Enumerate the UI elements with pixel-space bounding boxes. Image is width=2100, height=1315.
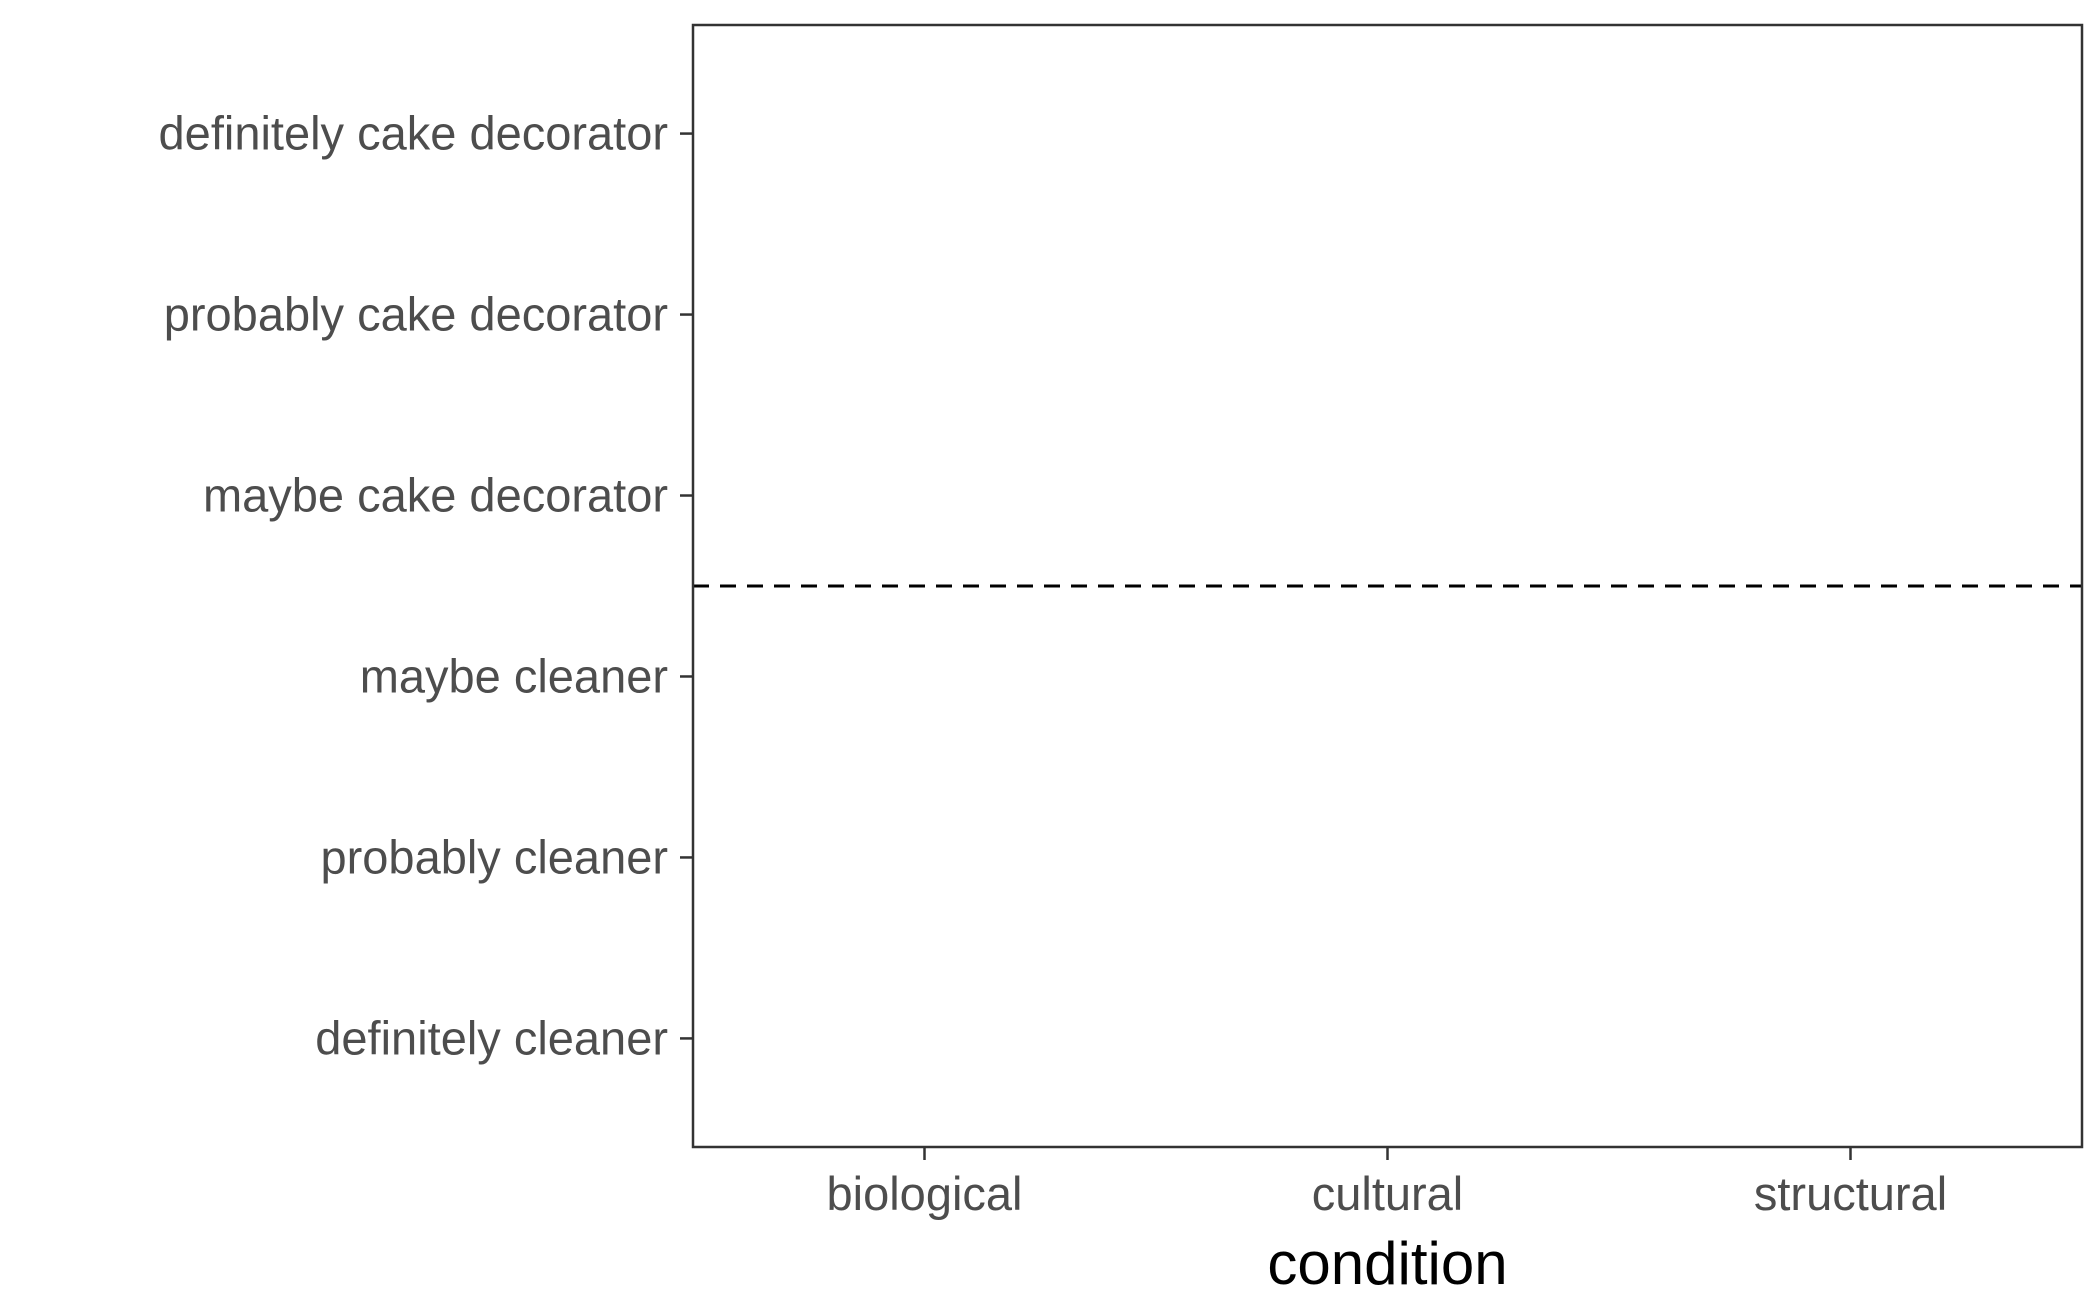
x-tick-label: biological xyxy=(827,1167,1023,1220)
x-axis: biological cultural structural xyxy=(827,1147,1947,1220)
y-tick-label: probably cleaner xyxy=(321,830,669,883)
y-axis: definitely cleaner probably cleaner maybe … xyxy=(159,107,693,1064)
y-tick-label: probably cake decorator xyxy=(164,288,668,341)
x-axis-title: condition xyxy=(1267,1230,1507,1297)
y-tick-label: definitely cleaner xyxy=(315,1011,668,1064)
y-tick-label: maybe cake decorator xyxy=(203,469,668,522)
x-tick-label: cultural xyxy=(1312,1167,1464,1220)
y-tick-label: definitely cake decorator xyxy=(159,107,668,160)
y-tick-label: maybe cleaner xyxy=(360,649,668,702)
x-tick-label: structural xyxy=(1754,1167,1947,1220)
plot-panel-border xyxy=(691,23,2084,1149)
